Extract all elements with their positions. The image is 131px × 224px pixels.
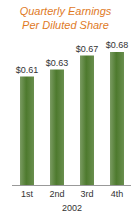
data-label: $0.68 <box>106 40 129 50</box>
bar <box>20 77 34 186</box>
category-label: 1st <box>21 189 34 199</box>
category-label: 4th <box>111 189 124 199</box>
chart-title: Quarterly Earnings Per Diluted Share <box>10 4 121 32</box>
data-label: $0.61 <box>16 65 39 75</box>
bar <box>110 52 124 185</box>
bar <box>80 56 94 186</box>
chart: $0.61 1st $0.63 2nd $0.67 3rd $0.68 4th 2002 <box>0 0 131 224</box>
category-label: 3rd <box>80 189 93 199</box>
category-label: 2nd <box>49 189 64 199</box>
bar <box>50 70 64 186</box>
data-label: $0.63 <box>46 58 69 68</box>
data-label: $0.67 <box>76 44 99 54</box>
x-axis-label: 2002 <box>62 203 82 213</box>
baseline <box>12 185 131 186</box>
